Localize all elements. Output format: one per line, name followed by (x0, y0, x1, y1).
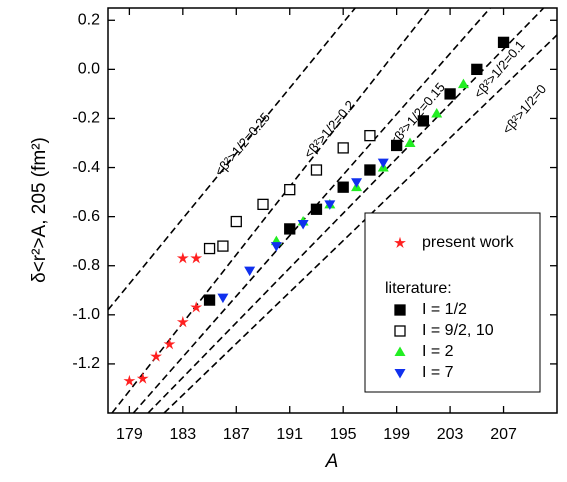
data-point (203, 242, 216, 255)
reference-line (111, 8, 431, 413)
legend-marker (394, 346, 406, 356)
legend-label: I = 7 (422, 364, 454, 381)
x-tick-label: 203 (437, 426, 464, 443)
y-tick-label: -0.2 (72, 110, 100, 127)
reference-line (147, 8, 545, 413)
legend-marker (394, 325, 406, 337)
data-point (150, 350, 163, 362)
data-point (351, 178, 363, 188)
data-point (431, 108, 443, 118)
legend-marker (394, 236, 406, 249)
x-tick-label: 179 (116, 426, 143, 443)
data-point (284, 223, 296, 235)
data-point (270, 242, 282, 252)
data-point (244, 266, 256, 277)
data-point (163, 338, 176, 350)
reference-line-label: <β²>1/2=0 (499, 82, 549, 138)
data-point (310, 164, 323, 176)
data-point (176, 315, 189, 328)
data-point (176, 252, 189, 264)
x-tick-label: 207 (490, 426, 517, 443)
data-point (217, 293, 229, 304)
y-tick-label: -0.4 (72, 159, 100, 176)
data-point (310, 203, 323, 215)
reference-line-label: <β²>1/2=0.25 (211, 110, 273, 179)
legend-label: I = 2 (422, 343, 454, 360)
data-point (417, 115, 430, 127)
data-point (190, 252, 203, 264)
y-tick-label: -1.0 (72, 306, 100, 323)
x-tick-label: 183 (169, 426, 196, 443)
data-point (364, 129, 376, 142)
data-point (337, 142, 349, 154)
data-point (364, 164, 376, 176)
legend-label: I = 9/2, 10 (422, 322, 494, 339)
data-point (190, 301, 203, 313)
plot-frame (107, 7, 558, 414)
data-point (324, 200, 336, 210)
x-tick-label: 191 (276, 426, 303, 443)
legend-label: I = 1/2 (422, 301, 467, 318)
data-point (123, 374, 136, 387)
reference-line (163, 34, 557, 413)
y-tick-label: -1.2 (72, 355, 100, 372)
legend-marker (394, 304, 406, 316)
data-point (257, 198, 269, 211)
data-point (203, 294, 216, 306)
data-point (471, 63, 483, 76)
legend-box (364, 212, 541, 393)
data-point (390, 139, 403, 152)
legend-group-label: literature: (385, 280, 452, 297)
legend-label: present work (422, 234, 515, 251)
y-tick-label: -0.8 (72, 257, 100, 274)
data-point (284, 183, 296, 196)
y-axis-label: δ<r²>A, 205 (fm²) (29, 137, 50, 283)
y-tick-label: -0.6 (72, 208, 100, 225)
y-tick-label: 0.0 (78, 61, 100, 78)
data-point (297, 220, 309, 230)
reference-line-label: <β²>1/2=0.2 (301, 97, 358, 161)
data-point (230, 215, 242, 228)
data-point (457, 78, 469, 89)
data-point (404, 137, 416, 147)
data-point (444, 88, 456, 100)
data-point (337, 181, 349, 193)
legend-marker (394, 369, 406, 379)
x-tick-label: 199 (383, 426, 410, 443)
x-tick-label: 195 (330, 426, 357, 443)
data-point (136, 372, 149, 384)
data-point (217, 240, 229, 252)
x-tick-label: 187 (223, 426, 250, 443)
data-point (497, 36, 510, 49)
y-tick-label: 0.2 (78, 11, 100, 28)
data-point (377, 158, 389, 169)
reference-line (108, 8, 356, 311)
x-axis-label: A (325, 451, 339, 472)
